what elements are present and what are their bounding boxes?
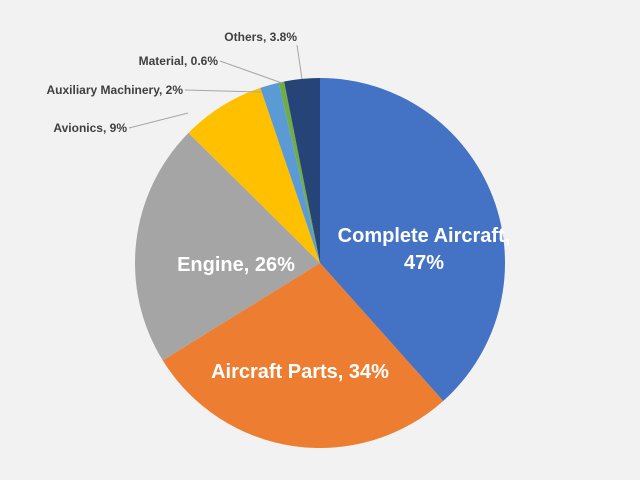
data-label-others: Others, 3.8% [224,30,297,44]
data-label-line: 47% [404,252,444,274]
pie-slice-material [278,81,320,264]
leader-line-material [219,60,283,84]
pie-slice-avionics [188,87,320,264]
data-label-line: Engine, 26% [177,254,295,276]
data-label-line: Aircraft Parts, 34% [211,361,389,383]
data-label-material: Material, 0.6% [139,54,219,68]
labels-layer: Complete Aircraft, 47% Aircraft Parts, 34%… [47,30,511,383]
leader-lines-layer [128,44,303,129]
pie-slice-aircraft-parts [162,263,444,448]
data-label-auxiliary-machinery: Auxiliary Machinery, 2% [47,83,184,97]
pie-slice-others [284,78,320,263]
leader-line-others [296,44,303,80]
pie-slice-auxiliary-machinery [260,82,320,263]
data-label-line: Complete Aircraft, [338,225,511,247]
pie-slice-complete-aircraft [320,78,506,401]
leader-line-auxiliary-machinery [184,89,263,93]
data-label-avionics: Avionics, 9% [53,121,127,135]
pie-slice-engine [134,132,320,361]
slices-layer [134,78,506,448]
data-label-aircraft-parts: Aircraft Parts, 34% [211,361,389,383]
leader-line-avionics [128,112,189,129]
data-label-complete-aircraft: Complete Aircraft, 47% [338,225,511,274]
data-label-engine: Engine, 26% [177,254,295,276]
